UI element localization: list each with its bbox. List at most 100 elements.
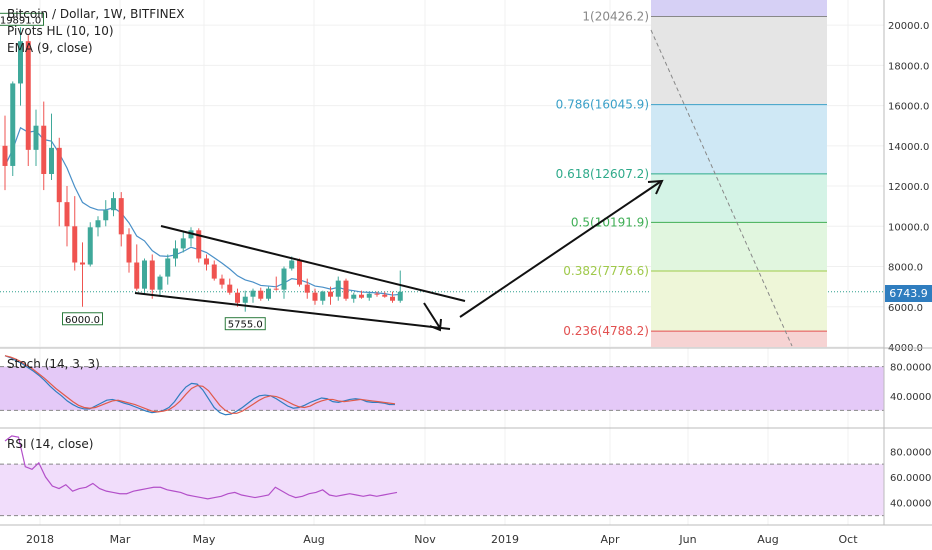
wedge-lower-trendline[interactable] (134, 292, 451, 330)
breakout-arrow-line[interactable] (459, 181, 661, 318)
candle-body (235, 292, 240, 303)
candle-body (180, 238, 186, 249)
ema-line (4, 126, 401, 296)
candle-body (2, 145, 8, 166)
candle-body (204, 258, 209, 265)
breakdown-arrow-head (429, 318, 442, 332)
candle-body (250, 290, 256, 297)
ema-indicator-label[interactable]: EMA (9, close) (7, 41, 93, 55)
candle-body (157, 276, 163, 290)
candle-body (18, 41, 23, 84)
candle-body (33, 125, 39, 150)
rsi-indicator-label[interactable]: RSI (14, close) (7, 437, 94, 451)
stoch-k-line (4, 355, 395, 416)
candle-body (118, 198, 124, 235)
candle-body (165, 258, 171, 277)
stoch-indicator-label[interactable]: Stoch (14, 3, 3) (7, 357, 100, 371)
trendline-drawings[interactable] (134, 29, 793, 347)
candle-body (149, 260, 155, 290)
candle-body (328, 291, 333, 297)
symbol-title[interactable]: Bitcoin / Dollar, 1W, BITFINEX (7, 7, 185, 21)
candle-body (266, 288, 271, 299)
candle-body (142, 260, 147, 289)
candle-body (111, 198, 116, 211)
candle-body (56, 147, 62, 203)
time-tick-label: 2019 (491, 533, 519, 546)
price-tick-label: 10000.0 (888, 222, 929, 233)
candle-body (227, 284, 233, 293)
candle-body (25, 41, 31, 150)
candle-body (397, 291, 403, 301)
fib-level-label: 0.382(7776.6) (563, 264, 649, 278)
time-tick-label: Nov (414, 533, 436, 546)
fib-band (651, 16, 827, 105)
candle-body (374, 293, 380, 295)
candle-body (351, 294, 357, 299)
pivot-label: 6000.0 (65, 315, 100, 326)
stochastic-pane[interactable] (0, 355, 884, 416)
rsi-pane[interactable] (0, 435, 884, 517)
price-tick-label: 16000.0 (888, 102, 929, 113)
fib-band (651, 0, 827, 17)
pivots-indicator-label[interactable]: Pivots HL (10, 10) (7, 24, 114, 38)
stoch-band (0, 366, 884, 411)
candle-body (41, 125, 47, 174)
candle-body (242, 296, 248, 303)
candle-body (304, 284, 310, 293)
last-price-badge: 6743.9 (885, 285, 932, 302)
fib-level-label: 0.618(12607.2) (556, 167, 649, 181)
candle-body (297, 260, 302, 285)
stoch-d-line (4, 355, 396, 414)
candle-body (258, 290, 264, 299)
candle-body (335, 280, 341, 297)
candle-body (49, 147, 54, 174)
pivot-labels: 19891.0 6000.0 5755.0 (0, 12, 266, 331)
time-tick-label: May (193, 533, 216, 546)
time-tick-label: Apr (600, 533, 620, 546)
breakdown-arrow-line[interactable] (423, 302, 441, 329)
fibonacci-retracement[interactable]: 1(20426.2) 0.786(16045.9) 0.618(12607.2) 0.… (556, 0, 827, 347)
candle-body (320, 291, 326, 301)
fib-band (651, 271, 827, 332)
candle-body (289, 260, 295, 269)
candle-body (312, 292, 318, 301)
candle-body (103, 210, 109, 221)
time-tick-label: Aug (757, 533, 778, 546)
candle-body (359, 294, 364, 298)
candle-body (366, 293, 372, 298)
pivot-label: 5755.0 (228, 320, 263, 331)
candle-body (211, 264, 217, 279)
candle-body (343, 280, 349, 299)
time-tick-label: Aug (303, 533, 324, 546)
candle-body (196, 230, 202, 259)
candle-body (382, 294, 388, 297)
price-tick-label: 18000.0 (888, 61, 929, 72)
projection-dashed-line (650, 29, 793, 347)
pivot-label-box (224, 317, 266, 331)
price-tick-label: 6000.0 (888, 303, 923, 314)
candlestick-series[interactable] (2, 27, 403, 312)
price-tick-label: 12000.0 (888, 182, 929, 193)
fib-band (651, 222, 827, 272)
candle-body (134, 262, 140, 289)
rsi-tick-label: 80.0000 (890, 447, 931, 458)
pivot-label-box (62, 312, 103, 326)
rsi-band (0, 464, 884, 516)
rsi-tick-label: 40.0000 (890, 499, 931, 510)
price-tick-label: 14000.0 (888, 142, 929, 153)
breakout-arrow-head (647, 179, 664, 195)
candle-body (95, 220, 101, 228)
fib-band (651, 104, 827, 174)
chart-legend: Bitcoin / Dollar, 1W, BITFINEX Pivots HL… (7, 6, 184, 57)
ema-9-line (4, 126, 401, 296)
wedge-upper-trendline[interactable] (160, 225, 466, 302)
fib-level-label: 0.5(10191.9) (571, 215, 649, 229)
candle-body (87, 227, 93, 265)
fib-band (651, 173, 827, 223)
candle-body (72, 226, 78, 263)
time-tick-label: 2018 (26, 533, 54, 546)
candle-body (390, 296, 395, 301)
price-tick-label: 8000.0 (888, 263, 923, 274)
